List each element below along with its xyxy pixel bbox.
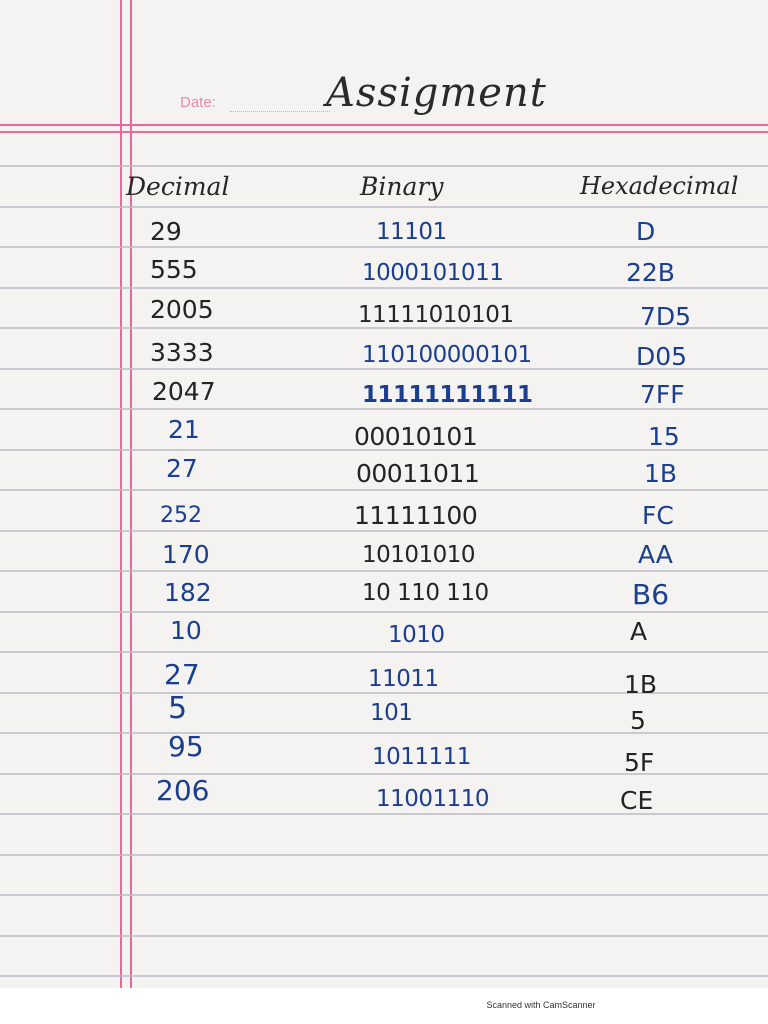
ruled-line [0,773,768,775]
hex-value: FC [642,501,674,530]
decimal-value: 2047 [152,377,216,406]
hex-value: 5 [630,706,646,735]
ruled-line [0,651,768,653]
binary-value: 110100000101 [362,342,532,368]
hex-value: 22B [626,258,675,287]
header-decimal: Decimal [126,172,230,201]
binary-value: 1010 [388,622,445,648]
ruled-line [0,530,768,532]
date-field-line [230,111,330,112]
decimal-value: 252 [160,503,202,528]
hex-value: 1B [644,459,678,488]
decimal-value: 206 [156,774,210,807]
header-rule-top [0,124,768,126]
ruled-line [0,489,768,491]
ruled-line [0,611,768,613]
hex-value: AA [638,540,673,569]
date-label: Date: [180,94,216,111]
binary-value: 10 110 110 [362,580,489,606]
decimal-value: 182 [164,578,212,607]
ruled-line [0,408,768,410]
ruled-line [0,692,768,694]
binary-value: 1000101011 [362,260,504,286]
binary-value: 11111100 [354,501,478,530]
ruled-line [0,570,768,572]
header-hexadecimal: Hexadecimal [580,172,739,200]
decimal-value: 555 [150,255,198,284]
hex-value: 7D5 [640,302,692,331]
ruled-line [0,894,768,896]
hex-value: 1B [624,670,658,699]
hex-value: A [630,617,648,646]
binary-value: 1011111 [372,744,471,770]
margin-line-right [130,0,132,988]
ruled-line [0,368,768,370]
decimal-value: 3333 [150,338,214,367]
binary-value: 00010101 [354,422,478,451]
binary-value: 00011011 [356,459,480,488]
header-binary: Binary [360,172,444,201]
ruled-line [0,165,768,167]
ruled-line [0,246,768,248]
binary-value: 11111111111 [362,382,533,408]
binary-value: 11011 [368,666,439,692]
decimal-value: 27 [166,454,198,483]
decimal-value: 170 [162,540,210,569]
hex-value: B6 [632,578,670,611]
scanner-watermark: Scanned with CamScanner [486,1000,596,1010]
ruled-line [0,449,768,451]
ruled-line [0,732,768,734]
notebook-page: Date: Assigment Decimal Binary Hexadecim… [0,0,768,988]
binary-value: 101 [370,700,413,726]
ruled-line [0,287,768,289]
ruled-line [0,206,768,208]
hex-value: D [636,217,656,246]
decimal-value: 29 [150,217,182,246]
hex-value: CE [620,786,654,815]
hex-value: 7FF [640,380,685,409]
decimal-value: 95 [168,730,204,763]
decimal-value: 10 [170,616,202,645]
header-rule-bottom [0,131,768,133]
ruled-line [0,854,768,856]
binary-value: 11111010101 [358,302,514,328]
decimal-value: 5 [168,691,188,726]
binary-value: 10101010 [362,542,476,568]
binary-value: 11101 [376,219,447,245]
margin-line-left [120,0,122,988]
hex-value: 5F [624,748,655,777]
ruled-line [0,327,768,329]
ruled-line [0,935,768,937]
ruled-line [0,813,768,815]
decimal-value: 21 [168,415,200,444]
decimal-value: 27 [164,658,200,691]
page-title: Assigment [326,70,547,116]
hex-value: 15 [648,422,680,451]
hex-value: D05 [636,342,688,371]
ruled-line [0,975,768,977]
binary-value: 11001110 [376,786,490,812]
decimal-value: 2005 [150,295,214,324]
